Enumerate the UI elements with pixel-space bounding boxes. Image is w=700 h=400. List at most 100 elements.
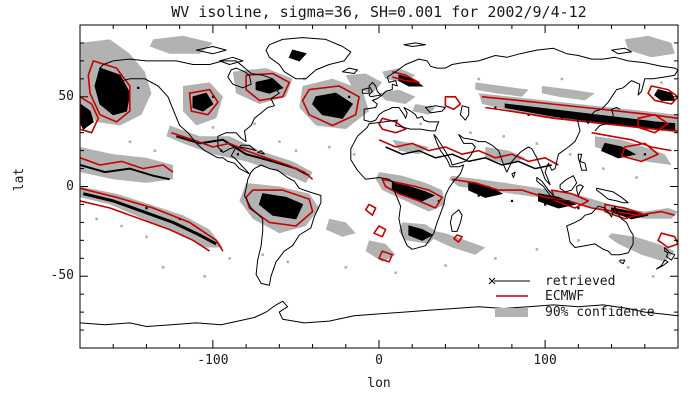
x-marker-icon bbox=[488, 277, 496, 285]
confidence-region bbox=[425, 229, 486, 255]
coastline bbox=[459, 105, 470, 121]
confidence-speckle bbox=[535, 248, 539, 251]
coastline bbox=[576, 184, 584, 196]
chart-title: WV isoline, sigma=36, SH=0.001 for 2002/… bbox=[171, 3, 587, 21]
confidence-region bbox=[594, 136, 672, 165]
ecmwf-contour bbox=[378, 117, 407, 134]
confidence-region bbox=[475, 82, 529, 97]
confidence-speckle bbox=[286, 260, 290, 264]
confidence-speckle bbox=[352, 153, 356, 156]
x-tick-label: 0 bbox=[375, 353, 383, 368]
confidence-speckle bbox=[253, 122, 256, 126]
retrieved-speckle bbox=[510, 199, 514, 203]
ecmwf-contour bbox=[378, 250, 394, 263]
confidence-speckle bbox=[469, 131, 472, 135]
ecmwf-contour bbox=[591, 131, 672, 152]
retrieved-line-swatch bbox=[488, 277, 530, 285]
ecmwf-contour bbox=[444, 96, 462, 111]
x-tick-label: 100 bbox=[533, 353, 557, 368]
confidence-speckle bbox=[635, 176, 638, 179]
ecmwf-contour bbox=[647, 85, 678, 105]
confidence-speckle bbox=[178, 131, 182, 135]
confidence-speckle bbox=[294, 149, 298, 153]
ecmwf-contour bbox=[453, 234, 463, 243]
coastline bbox=[361, 87, 370, 94]
confidence-speckle bbox=[228, 257, 231, 260]
coastline bbox=[227, 67, 252, 89]
confidence-speckle bbox=[161, 266, 165, 269]
coastline bbox=[577, 153, 588, 171]
confidence-speckle bbox=[128, 140, 132, 144]
ecmwf-contour bbox=[381, 178, 443, 209]
confidence-region bbox=[345, 73, 383, 94]
legend-label-confidence: 90% confidence bbox=[545, 305, 655, 320]
coastline bbox=[594, 107, 621, 132]
confidence-speckle bbox=[494, 257, 497, 260]
coastline bbox=[244, 164, 322, 286]
retrieved-contour bbox=[408, 225, 434, 241]
y-tick-label: -50 bbox=[50, 268, 74, 284]
y-tick-label: 50 bbox=[58, 88, 74, 104]
confidence-speckle bbox=[577, 239, 580, 242]
coastline bbox=[566, 205, 634, 256]
retrieved-speckle bbox=[643, 153, 646, 156]
confidence-speckle bbox=[394, 271, 398, 275]
ecmwf-contour bbox=[80, 187, 224, 252]
x-tick-label: -100 bbox=[197, 353, 229, 368]
ecmwf-contour bbox=[364, 203, 377, 216]
legend-label-retrieved: retrieved bbox=[545, 274, 616, 289]
confidence-speckle bbox=[419, 122, 422, 126]
retrieved-contour bbox=[312, 92, 354, 119]
confidence-region bbox=[608, 233, 675, 262]
ecmwf-contour bbox=[171, 131, 314, 180]
ecmwf-contour bbox=[80, 157, 174, 173]
ecmwf-contour bbox=[80, 96, 100, 134]
coastline bbox=[536, 177, 556, 198]
confidence-speckle bbox=[278, 140, 281, 144]
retrieved-speckle bbox=[348, 95, 351, 98]
ecmwf-contour bbox=[188, 88, 219, 116]
coastline bbox=[664, 247, 676, 261]
confidence-region bbox=[325, 218, 356, 237]
ecmwf-contour bbox=[378, 139, 559, 166]
confidence-speckle bbox=[203, 275, 206, 278]
coastline bbox=[99, 58, 280, 175]
ecmwf-contour bbox=[301, 85, 360, 127]
retrieved-speckle bbox=[336, 104, 339, 107]
retrieved-speckle bbox=[145, 207, 148, 210]
confidence-speckle bbox=[602, 167, 605, 170]
retrieved-speckle bbox=[261, 86, 264, 90]
confidence-region bbox=[541, 86, 595, 101]
retrieved-contour bbox=[80, 164, 170, 181]
ecmwf-contour bbox=[657, 232, 678, 249]
retrieved-speckle bbox=[236, 153, 240, 156]
ecmwf-contour bbox=[373, 225, 387, 238]
confidence-speckle bbox=[153, 149, 157, 153]
retrieved-contour bbox=[82, 192, 217, 246]
retrieved-contour bbox=[80, 103, 94, 130]
confidence-speckle bbox=[502, 135, 505, 138]
coastline bbox=[425, 105, 446, 114]
coastline bbox=[655, 259, 669, 270]
confidence-speckle bbox=[660, 81, 663, 84]
retrieved-contour bbox=[288, 49, 307, 62]
retrieved-speckle bbox=[544, 203, 547, 206]
retrieved-contour bbox=[192, 92, 214, 112]
coastline bbox=[553, 198, 570, 202]
confidence-region bbox=[365, 240, 396, 262]
confidence-region bbox=[80, 186, 223, 248]
coastline bbox=[80, 300, 678, 327]
retrieved-speckle bbox=[577, 207, 580, 210]
confidence-speckle bbox=[535, 142, 539, 145]
confidence-region bbox=[379, 89, 416, 104]
confidence-speckle bbox=[120, 224, 123, 228]
ecmwf-contour bbox=[604, 203, 643, 220]
confidence-speckle bbox=[477, 77, 481, 81]
coastline bbox=[350, 47, 678, 250]
coastline bbox=[265, 37, 352, 80]
y-axis-label: lat bbox=[12, 167, 28, 192]
retrieved-contour bbox=[258, 193, 304, 220]
coastline bbox=[511, 171, 516, 178]
